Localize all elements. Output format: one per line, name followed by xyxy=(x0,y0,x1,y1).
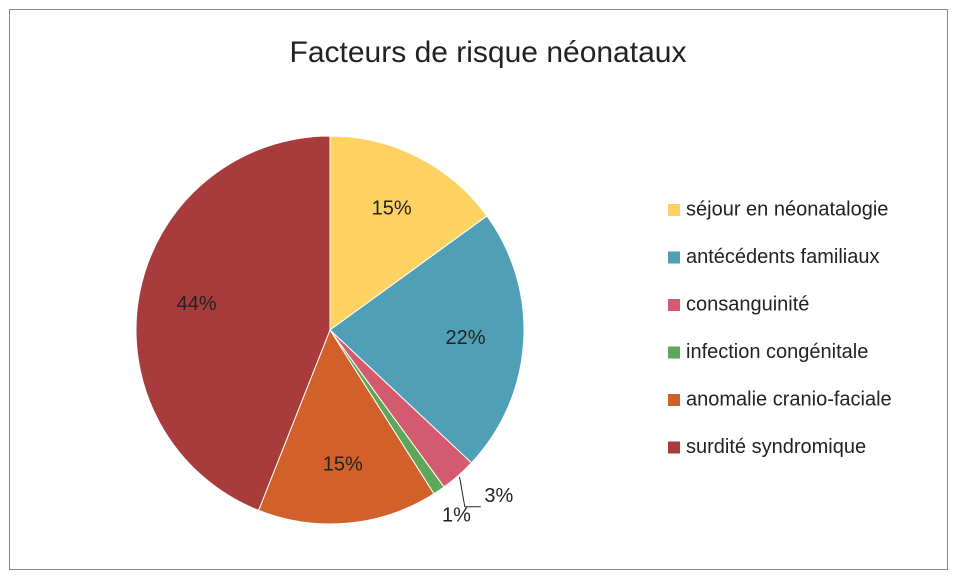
pie-slice xyxy=(257,328,435,525)
data-label: 3% xyxy=(484,485,513,507)
legend-swatch xyxy=(668,441,680,454)
pie-slice xyxy=(329,135,488,331)
legend-swatch xyxy=(668,299,680,311)
leader-line xyxy=(459,476,481,508)
legend-swatch xyxy=(668,204,680,216)
data-label: 44% xyxy=(177,293,217,315)
legend-label: consanguinité xyxy=(686,293,809,315)
pie: 15% 22% 3% 1% 15% 44% xyxy=(135,135,525,526)
data-label: 22% xyxy=(446,327,486,349)
legend-label: infection congénitale xyxy=(686,341,868,363)
data-label: 15% xyxy=(323,453,363,475)
legend-label: anomalie cranio-faciale xyxy=(686,388,892,410)
chart-title: Facteurs de risque néonataux xyxy=(290,36,687,69)
pie-slice xyxy=(135,135,331,512)
data-label: 15% xyxy=(372,197,412,219)
data-label: 1% xyxy=(442,504,471,526)
legend-swatch xyxy=(668,346,680,359)
legend-swatch xyxy=(668,394,680,406)
legend-label: antécédents familiaux xyxy=(686,246,879,268)
legend-label: surdité syndromique xyxy=(686,436,866,458)
legend-swatch xyxy=(668,251,680,264)
pie-slice xyxy=(329,215,525,464)
legend: séjour en néonatalogie antécédents famili… xyxy=(668,198,892,458)
legend-label: séjour en néonatalogie xyxy=(686,198,888,220)
